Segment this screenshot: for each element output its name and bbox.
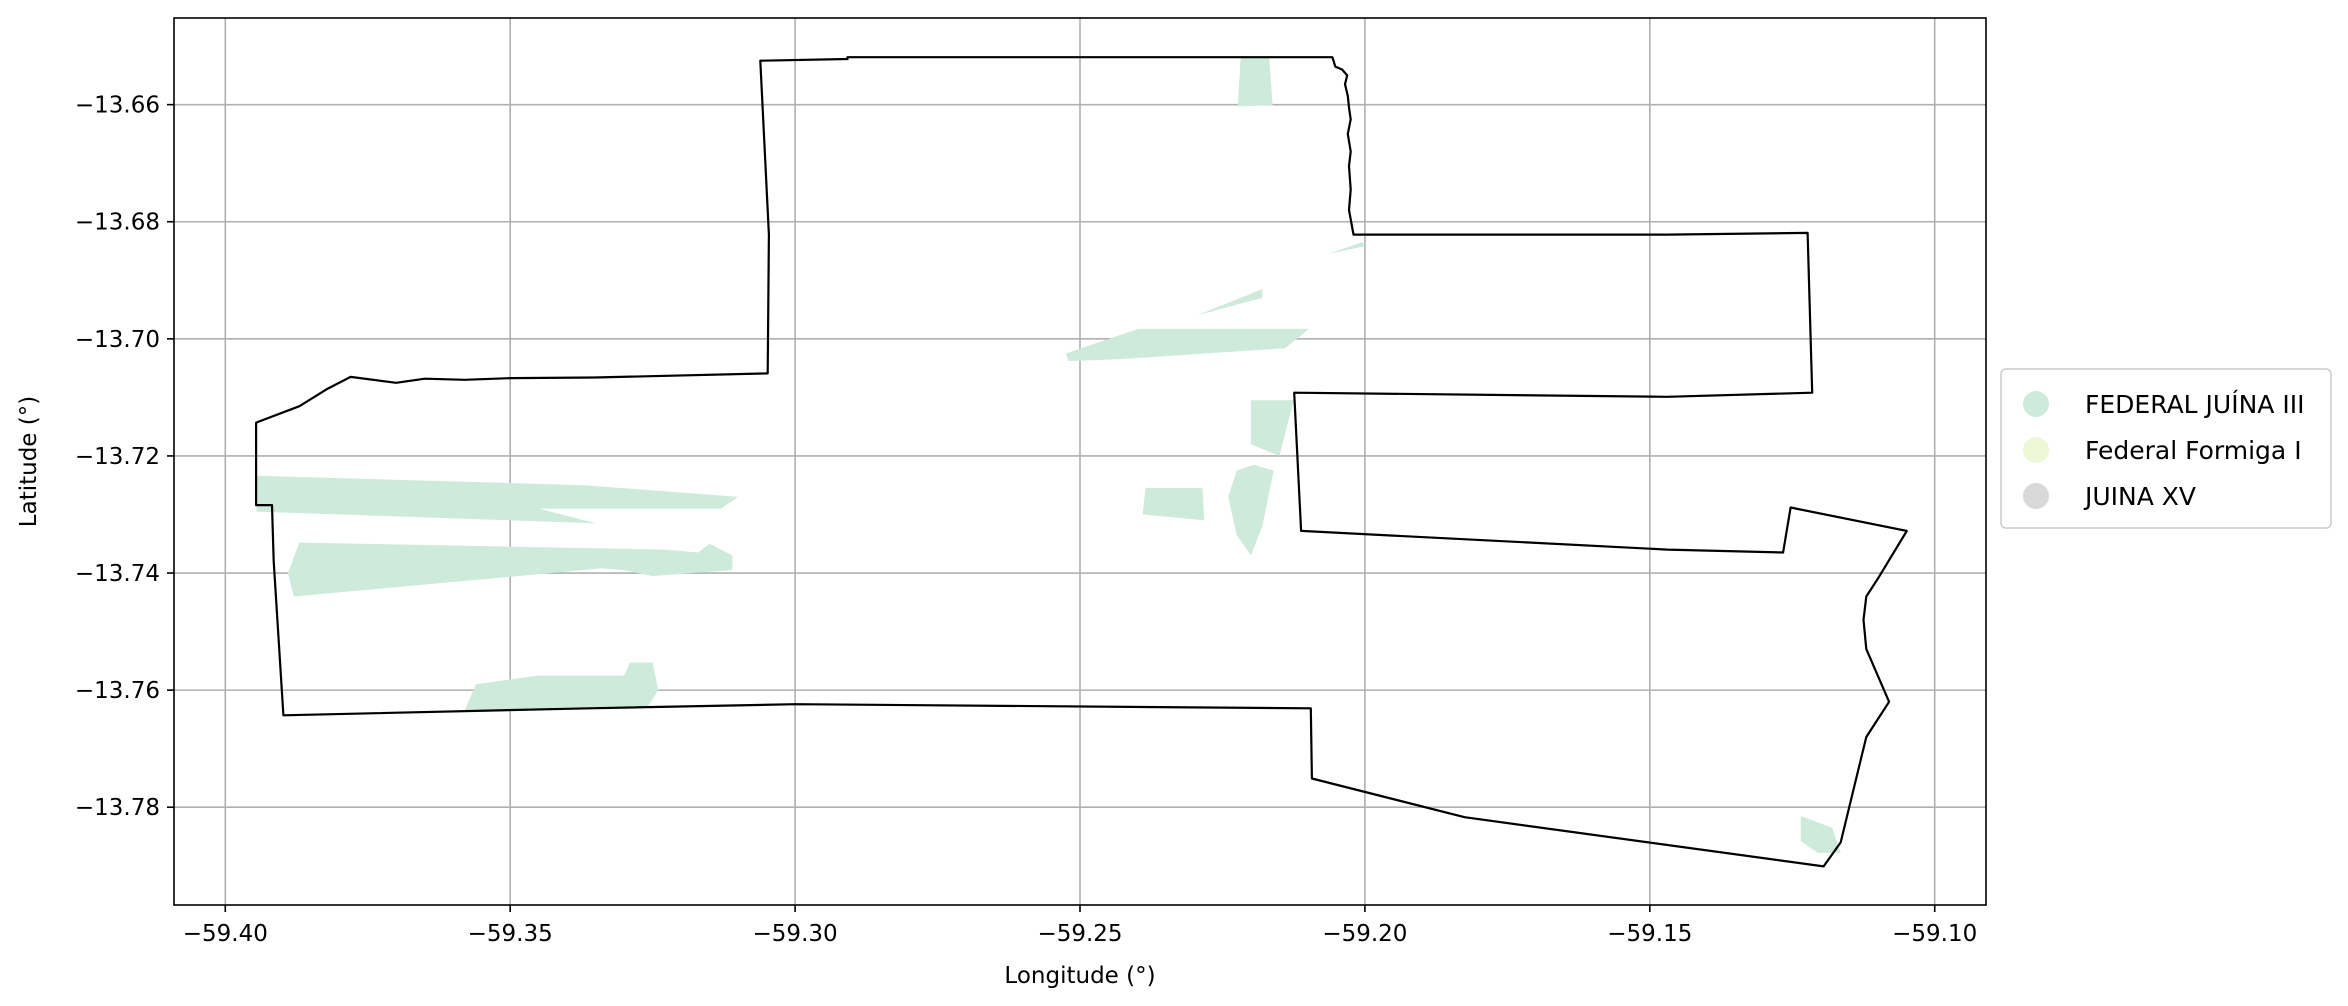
parcel-polygon — [1196, 289, 1263, 316]
x-tick-label: −59.35 — [468, 921, 553, 947]
legend-label-federal-juina-iii: FEDERAL JUÍNA III — [2085, 390, 2304, 419]
x-tick-label: −59.25 — [1037, 921, 1122, 947]
parcel-polygon — [464, 662, 659, 711]
legend: FEDERAL JUÍNA III Federal Formiga I JUIN… — [2000, 368, 2332, 529]
y-tick-label: −13.78 — [75, 795, 160, 821]
x-tick-label: −59.40 — [183, 921, 268, 947]
parcel-polygon — [1065, 328, 1310, 362]
x-tick-label: −59.15 — [1607, 921, 1692, 947]
parcel-polygon — [288, 542, 733, 597]
parcel-polygon — [1327, 242, 1365, 254]
y-tick-label: −13.72 — [75, 444, 160, 470]
legend-label-juina-xv: JUINA XV — [2083, 482, 2196, 511]
axis-ticks: −59.40 −59.35 −59.30 −59.25 −59.20 −59.15 −59.… — [75, 93, 1977, 947]
parcel-polygon — [1142, 488, 1205, 521]
parcels-layer — [256, 57, 1841, 853]
y-tick-label: −13.66 — [75, 93, 160, 119]
parcel-polygon — [1237, 57, 1273, 107]
legend-marker-federal-juina-iii — [2023, 391, 2049, 417]
boundary-outline — [255, 56, 1908, 868]
y-tick-label: −13.68 — [75, 210, 160, 236]
x-tick-label: −59.10 — [1892, 921, 1977, 947]
boundary-layer — [255, 56, 1908, 868]
y-tick-label: −13.70 — [75, 327, 160, 353]
x-axis-label: Longitude (°) — [1004, 963, 1155, 989]
parcel-polygon — [1800, 816, 1841, 853]
gridlines — [174, 18, 1986, 905]
legend-marker-federal-formiga-i — [2023, 437, 2049, 463]
x-tick-label: −59.20 — [1322, 921, 1407, 947]
legend-label-federal-formiga-i: Federal Formiga I — [2085, 436, 2302, 465]
y-axis-label: Latitude (°) — [16, 396, 42, 527]
parcel-polygon — [256, 475, 739, 524]
legend-box — [2000, 368, 2332, 529]
legend-marker-juina-xv — [2023, 483, 2049, 509]
y-tick-label: −13.74 — [75, 561, 160, 587]
parcel-polygon — [1250, 400, 1294, 456]
x-tick-label: −59.30 — [753, 921, 838, 947]
y-tick-label: −13.76 — [75, 678, 160, 704]
parcel-polygon — [1228, 464, 1274, 556]
